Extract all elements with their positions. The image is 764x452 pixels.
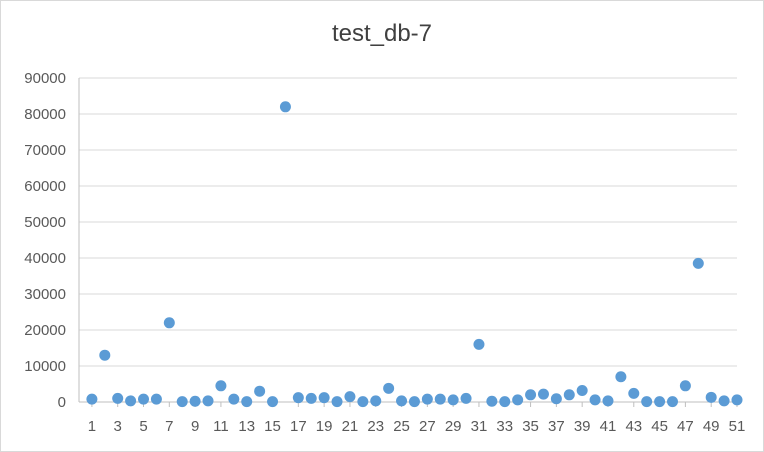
data-point <box>705 391 717 403</box>
y-tick-label: 30000 <box>24 286 66 303</box>
x-tick-label: 7 <box>165 418 173 435</box>
x-tick-label: 15 <box>264 418 281 435</box>
data-point <box>370 395 382 407</box>
chart-title: test_db-7 <box>331 20 433 47</box>
data-point <box>241 396 253 408</box>
y-tick-label: 70000 <box>24 142 66 159</box>
data-point <box>189 395 201 407</box>
x-tick-label: 35 <box>522 418 539 435</box>
data-point <box>654 396 666 408</box>
data-point <box>331 396 343 408</box>
y-tick-label: 0 <box>58 394 66 411</box>
x-tick-label: 39 <box>574 418 591 435</box>
x-tick-label: 31 <box>471 418 488 435</box>
x-tick-label: 27 <box>419 418 436 435</box>
x-tick-label: 49 <box>703 418 720 435</box>
data-point <box>731 394 743 406</box>
data-point <box>550 393 562 405</box>
y-tick-label: 80000 <box>24 106 66 123</box>
data-point <box>86 393 98 405</box>
x-tick-label: 9 <box>191 418 199 435</box>
x-tick-label: 19 <box>316 418 333 435</box>
x-tick-label: 25 <box>393 418 410 435</box>
data-point <box>267 396 279 408</box>
data-point <box>305 392 317 404</box>
x-tick-label: 23 <box>367 418 384 435</box>
data-point <box>447 394 459 406</box>
data-point <box>279 101 291 113</box>
data-point <box>692 257 704 269</box>
y-tick-label: 60000 <box>24 178 66 195</box>
data-point <box>641 396 653 408</box>
data-point <box>357 396 369 408</box>
y-tick-label: 10000 <box>24 358 66 375</box>
x-tick-label: 21 <box>342 418 359 435</box>
y-tick-label: 90000 <box>24 70 66 87</box>
x-tick-label: 3 <box>114 418 122 435</box>
data-point <box>666 396 678 408</box>
data-point <box>228 393 240 405</box>
data-point <box>679 380 691 392</box>
data-point <box>344 391 356 403</box>
data-point <box>292 392 304 404</box>
data-point <box>589 394 601 406</box>
data-point <box>576 384 588 396</box>
data-point <box>215 380 227 392</box>
x-tick-label: 1 <box>88 418 96 435</box>
data-point <box>112 392 124 404</box>
data-point <box>563 389 575 401</box>
data-point <box>473 338 485 350</box>
data-point <box>486 395 498 407</box>
data-point <box>460 392 472 404</box>
x-tick-label: 11 <box>213 418 229 435</box>
x-tick-label: 29 <box>445 418 462 435</box>
data-point <box>176 396 188 408</box>
x-tick-label: 41 <box>600 418 617 435</box>
x-tick-label: 33 <box>496 418 513 435</box>
x-tick-label: 51 <box>729 418 746 435</box>
x-tick-label: 47 <box>677 418 694 435</box>
x-tick-label: 5 <box>139 418 147 435</box>
data-point <box>150 393 162 405</box>
data-point <box>163 317 175 329</box>
x-tick-label: 45 <box>651 418 668 435</box>
data-point <box>383 382 395 394</box>
y-tick-label: 20000 <box>24 322 66 339</box>
data-point <box>499 396 511 408</box>
x-tick-label: 13 <box>238 418 255 435</box>
data-point <box>254 385 266 397</box>
data-point <box>434 393 446 405</box>
data-point <box>718 395 730 407</box>
x-tick-label: 37 <box>548 418 565 435</box>
data-point <box>537 388 549 400</box>
data-point <box>125 395 137 407</box>
data-point <box>408 396 420 408</box>
data-point <box>202 395 214 407</box>
y-tick-label: 40000 <box>24 250 66 267</box>
x-tick-label: 17 <box>290 418 307 435</box>
data-point <box>615 371 627 383</box>
data-point <box>99 349 111 361</box>
data-point <box>421 393 433 405</box>
y-tick-label: 50000 <box>24 214 66 231</box>
data-point <box>602 395 614 407</box>
data-point <box>396 395 408 407</box>
data-point <box>512 394 524 406</box>
x-tick-label: 43 <box>625 418 642 435</box>
data-point <box>318 392 330 404</box>
data-point <box>138 393 150 405</box>
data-point <box>525 389 537 401</box>
data-point <box>628 387 640 399</box>
